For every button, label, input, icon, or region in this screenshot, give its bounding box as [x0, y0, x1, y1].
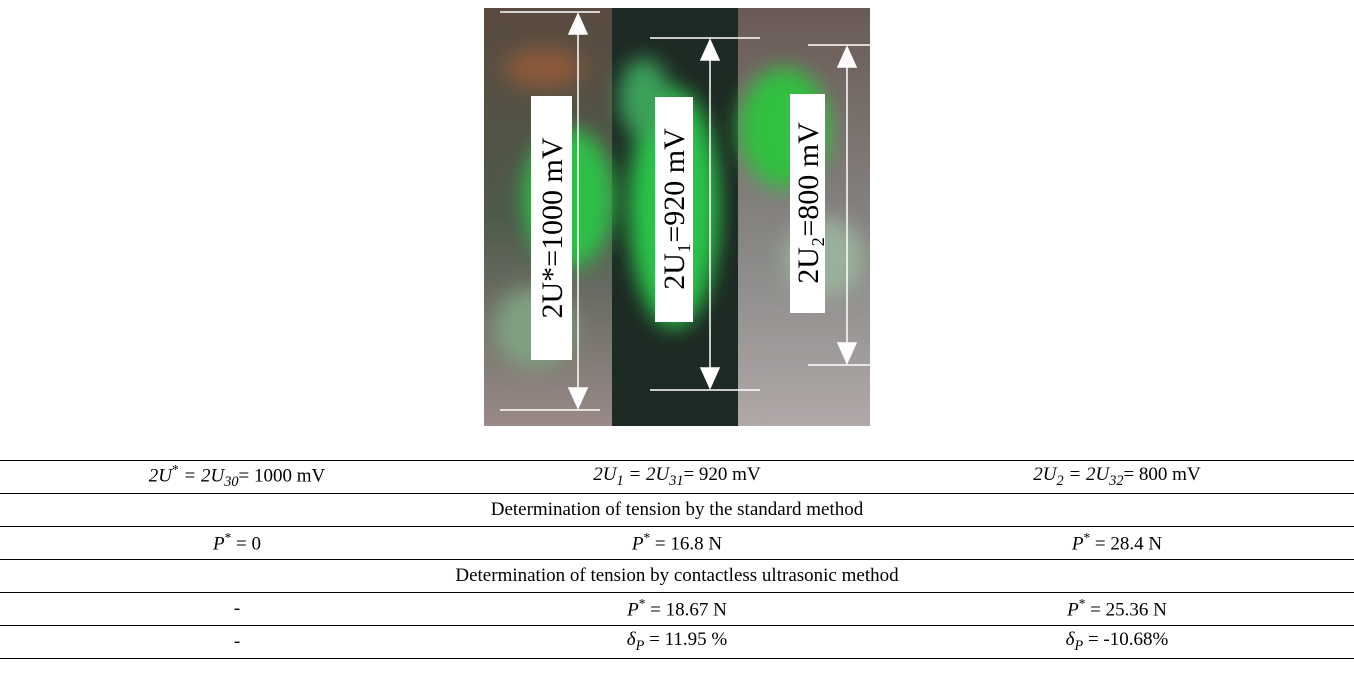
table-row: -δP = 11.95 %δP = -10.68% [0, 626, 1354, 659]
cell-text: δ [627, 629, 636, 650]
cell-text: = [624, 464, 646, 485]
table-cell: P* = 25.36 N [880, 593, 1354, 626]
cell-text: = 18.67 N [645, 600, 726, 621]
amplitude-label: 2U₁=920 mV [658, 128, 691, 290]
cell-text: P [1072, 534, 1084, 555]
cell-text: 2U [1033, 464, 1056, 485]
cell-text: = 25.36 N [1085, 600, 1166, 621]
cell-text: 32 [1109, 473, 1123, 489]
cell-text: P [1067, 600, 1079, 621]
cell-text: 1 [617, 473, 624, 489]
cell-text: = [1064, 464, 1086, 485]
cell-text: 30 [224, 475, 238, 491]
cell-text: = -10.68% [1083, 629, 1168, 650]
page: 2U*=1000 mV 2U₁=920 mV 2U₂=800 mV 2U* = … [0, 0, 1354, 691]
table-cell: - [0, 593, 474, 626]
table-cell: P* = 18.67 N [474, 593, 880, 626]
table-cell: P* = 16.8 N [474, 527, 880, 560]
cell-text: - [234, 598, 240, 619]
cell-text: = 28.4 N [1090, 534, 1162, 555]
table-cell: 2U* = 2U30= 1000 mV [0, 461, 474, 494]
section-heading: Determination of tension by contactless … [0, 560, 1354, 593]
table-cell: P* = 0 [0, 527, 474, 560]
table-cell: 2U2 = 2U32= 800 mV [880, 461, 1354, 494]
cell-text: * [172, 462, 179, 477]
cell-text: δ [1066, 629, 1075, 650]
cell-text: = 16.8 N [650, 534, 722, 555]
amplitude-label: 2U₂=800 mV [792, 122, 825, 284]
table-cell: 2U1 = 2U31= 920 mV [474, 461, 880, 494]
cell-text: 2 [1057, 473, 1064, 489]
cell-text: = [179, 466, 201, 487]
cell-text: = 11.95 % [644, 629, 727, 650]
cell-text: 2U [646, 464, 669, 485]
table-row: Determination of tension by the standard… [0, 494, 1354, 527]
cell-text: - [234, 631, 240, 652]
cell-text: = 0 [231, 534, 261, 555]
cell-text: = 1000 mV [238, 466, 325, 487]
cell-text: 2U [1086, 464, 1109, 485]
table-cell: δP = -10.68% [880, 626, 1354, 659]
cell-text: = 800 mV [1123, 464, 1200, 485]
cell-text: P [213, 534, 225, 555]
cell-text: 2U [149, 466, 172, 487]
table-cell: - [0, 626, 474, 659]
cell-text: 2U [593, 464, 616, 485]
figure: 2U*=1000 mV 2U₁=920 mV 2U₂=800 mV [484, 8, 870, 426]
section-heading: Determination of tension by the standard… [0, 494, 1354, 527]
cell-text: P [1075, 638, 1084, 654]
amplitude-label: 2U*=1000 mV [536, 137, 569, 318]
cell-text: 2U [201, 466, 224, 487]
table-cell: δP = 11.95 % [474, 626, 880, 659]
photo: 2U*=1000 mV 2U₁=920 mV 2U₂=800 mV [484, 8, 870, 426]
cell-text: 31 [669, 473, 683, 489]
cell-text: P [627, 600, 639, 621]
cell-text: P [632, 534, 644, 555]
table-row: Determination of tension by contactless … [0, 560, 1354, 593]
table-cell: P* = 28.4 N [880, 527, 1354, 560]
cell-text: = 920 mV [683, 464, 760, 485]
